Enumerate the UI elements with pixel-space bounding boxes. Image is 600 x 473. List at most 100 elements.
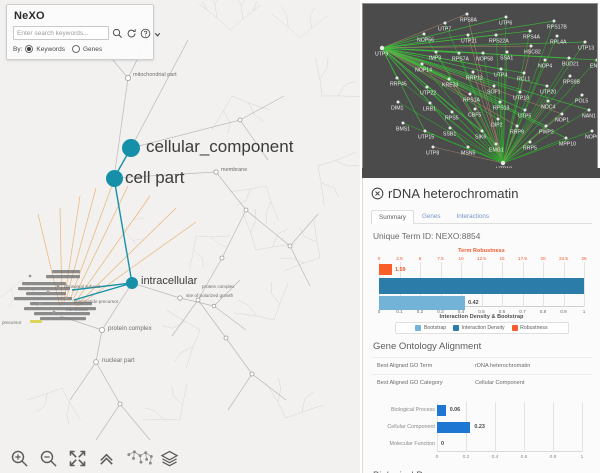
density-tick-8: 0.8 — [539, 308, 547, 314]
radio-keywords[interactable] — [25, 45, 34, 53]
collapse-icon[interactable] — [97, 449, 116, 468]
tree-node-cell-part[interactable] — [106, 170, 123, 187]
go-tick-5: 1 — [580, 455, 584, 460]
tab-interactions[interactable]: Interactions — [456, 213, 490, 220]
help-icon[interactable] — [140, 28, 151, 39]
svg-text:RRP9: RRP9 — [510, 130, 524, 136]
go-tick-1: 0.2 — [462, 455, 470, 460]
go-bar-value: 0.23 — [474, 424, 485, 430]
svg-text:LRB1: LRB1 — [423, 107, 436, 113]
term-header: rDNA heterochromatin — [371, 186, 592, 201]
interaction-network-panel[interactable]: RPS8A UTP6 UTP7 RPS17B NOP56 UTP21 RPS22A RPS4A… — [362, 3, 598, 170]
svg-text:UTP4: UTP4 — [494, 73, 507, 79]
search-panel[interactable]: NeXO — [6, 4, 161, 60]
svg-text:NOP1: NOP1 — [555, 118, 569, 124]
svg-text:SOF1: SOF1 — [487, 90, 501, 96]
ontology-tree-graph[interactable] — [0, 0, 360, 473]
svg-text:UTP21: UTP21 — [461, 39, 477, 45]
search-row — [13, 26, 161, 40]
go-key-best-aligned-term: Best Aligned GO Term — [377, 363, 433, 369]
tree-node-label-cellular-component: cellular_component — [146, 137, 294, 156]
detail-pane[interactable]: rDNA heterochromatin Summary Genes Inter… — [362, 178, 600, 473]
tab-summary[interactable]: Summary — [371, 210, 414, 224]
svg-text:CBF5: CBF5 — [468, 113, 481, 119]
layers-icon[interactable] — [160, 449, 179, 468]
radio-genes[interactable] — [71, 45, 80, 53]
tree-label-precursor: precursor — [2, 320, 22, 325]
go-row-best-aligned-term: Best Aligned GO Term rDNA heterochromati… — [371, 357, 592, 374]
go-bar-value: 0 — [441, 441, 444, 447]
search-icon[interactable] — [112, 28, 123, 39]
svg-text:RPS13: RPS13 — [493, 106, 510, 112]
tab-genes[interactable]: Genes — [421, 213, 441, 220]
close-circle-icon[interactable] — [371, 187, 384, 200]
svg-text:RRP45: RRP45 — [390, 82, 407, 88]
go-gridline — [553, 402, 554, 452]
tree-label-site-of-polarized-growth: site of polarized growth — [186, 293, 234, 298]
density-tick-2: 0.2 — [416, 308, 424, 314]
svg-text:RPS8A: RPS8A — [460, 18, 478, 24]
bar-bootstrap — [379, 296, 466, 310]
svg-text:ENP1: ENP1 — [590, 64, 598, 70]
go-key-best-aligned-category: Best Aligned GO Category — [377, 380, 443, 386]
svg-text:RPS1A: RPS1A — [463, 98, 481, 104]
go-tick-4: 0.8 — [549, 455, 557, 460]
go-tick-3: 0.6 — [520, 455, 528, 460]
tree-label-membrane: membrane — [221, 167, 248, 173]
svg-text:UTP22: UTP22 — [420, 91, 436, 97]
bar-value-bootstrap: 0.42 — [468, 300, 479, 306]
zoom-in-icon[interactable] — [10, 449, 29, 468]
robustness-tick-3: 7.5 — [437, 255, 444, 261]
app-title: NeXO — [14, 10, 45, 22]
fit-screen-icon[interactable] — [68, 449, 87, 468]
density-tick-4: 0.4 — [457, 308, 465, 314]
go-row-best-aligned-category: Best Aligned GO Category Cellular Compon… — [371, 374, 592, 391]
zoom-out-icon[interactable] — [39, 449, 58, 468]
svg-text:SIK6: SIK6 — [475, 135, 486, 141]
legend-swatch — [453, 325, 460, 331]
detail-tabs: Summary Genes Interactions — [371, 208, 592, 224]
chart-title-interaction-density: Interaction Density & Bootstrap — [439, 314, 524, 320]
svg-text:UTP20: UTP20 — [540, 90, 556, 96]
go-bar-value: 0.06 — [449, 407, 461, 413]
svg-text:RRP12: RRP12 — [466, 76, 483, 82]
term-robustness-plot-area: 0 2.5 5 7.5 10 12.5 15 17.5 20 22.5 25 0 0.1 0.2 0.3 0.… — [378, 256, 587, 314]
svg-text:NOP56: NOP56 — [417, 38, 434, 44]
density-tick-10: 1 — [582, 308, 586, 314]
unique-term-id: Unique Term ID: NEXO:8854 — [373, 231, 481, 241]
svg-text:HSC82: HSC82 — [524, 50, 541, 56]
go-chart-x-axis — [437, 451, 582, 452]
tree-label-polypeptide-precursor: polypeptide precursor — [74, 299, 119, 304]
svg-text:NOP58: NOP58 — [476, 57, 493, 63]
robustness-tick-2: 5 — [418, 255, 422, 261]
svg-text:RPS4A: RPS4A — [523, 35, 541, 41]
svg-text:POL5: POL5 — [575, 99, 588, 105]
tree-node-label-intracellular: intracellular — [141, 275, 198, 287]
density-tick-6: 0.6 — [498, 308, 506, 314]
density-tick-0: 0 — [377, 308, 381, 314]
chevron-down-icon[interactable] — [154, 28, 161, 39]
legend-entry: Interaction Density — [453, 325, 505, 331]
tree-node-intracellular[interactable] — [126, 277, 138, 289]
term-robustness-chart: Term Robustness 0 2.5 5 7.5 10 12.5 15 17.5 20 22… — [373, 248, 590, 320]
legend-label: Bootstrap — [423, 325, 447, 331]
radio-genes-label: Genes — [82, 45, 103, 53]
svg-text:NOP14: NOP14 — [415, 68, 432, 74]
go-value-best-aligned-category: Cellular Component — [475, 380, 525, 386]
search-input[interactable] — [13, 26, 109, 40]
legend-swatch — [415, 325, 422, 331]
interaction-network-graph[interactable]: RPS8A UTP6 UTP7 RPS17B NOP56 UTP21 RPS22A RPS4A… — [363, 4, 598, 170]
tree-node-cellular-component[interactable] — [122, 139, 140, 157]
network-layout-icon[interactable] — [126, 449, 156, 468]
refresh-icon[interactable] — [126, 28, 137, 39]
go-alignment-chart: 0 0.2 0.4 0.6 0.8 1 Biological Process 0.06 Cell… — [373, 398, 590, 464]
tree-label-ribosomal-subunit: ribosomal subunit — [64, 284, 101, 289]
legend-label: Interaction Density — [461, 325, 505, 331]
gridline — [584, 262, 585, 307]
svg-text:BMS1: BMS1 — [396, 127, 410, 133]
robustness-tick-10: 25 — [581, 255, 587, 261]
robustness-tick-5: 12.5 — [477, 255, 486, 261]
section-title-go-alignment: Gene Ontology Alignment — [373, 341, 482, 352]
tree-label-nuclear-part: nuclear part — [102, 357, 135, 364]
ontology-tree-panel[interactable]: cellular_component cell part intracellul… — [0, 0, 360, 473]
